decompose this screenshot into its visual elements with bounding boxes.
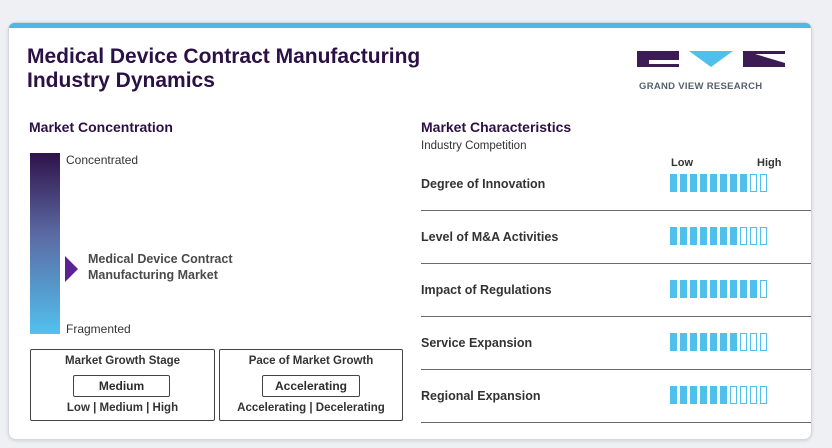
growth-stage-value: Medium — [73, 375, 170, 397]
page-title: Medical Device Contract Manufacturing In… — [27, 45, 420, 93]
row-divider — [421, 210, 811, 211]
row-divider — [421, 369, 811, 370]
rating-segment-filled — [690, 174, 697, 192]
rating-segment-filled — [690, 280, 697, 298]
rating-segment-filled — [680, 280, 687, 298]
rating-segment-filled — [740, 174, 747, 192]
rating-segment-filled — [700, 333, 707, 351]
rating-segment-empty — [760, 333, 767, 351]
market-position-label: Medical Device Contract Manufacturing Ma… — [88, 251, 288, 283]
rating-segment-filled — [710, 333, 717, 351]
rating-segment-filled — [700, 386, 707, 404]
concentrated-label: Concentrated — [66, 153, 139, 167]
rating-segment-empty — [740, 227, 747, 245]
rating-segment-filled — [670, 280, 677, 298]
characteristic-row: Service Expansion — [421, 317, 811, 370]
rating-bars — [670, 174, 770, 192]
rating-bars — [670, 280, 770, 298]
rating-segment-filled — [680, 333, 687, 351]
row-divider — [421, 316, 811, 317]
rating-bars — [670, 227, 770, 245]
concentration-gradient-bar — [30, 153, 60, 334]
pace-of-growth-box: Pace of Market Growth Accelerating Accel… — [219, 349, 403, 421]
rating-segment-empty — [750, 174, 757, 192]
rating-segment-filled — [730, 174, 737, 192]
rating-segment-empty — [760, 227, 767, 245]
rating-segment-filled — [700, 174, 707, 192]
characteristic-row: Impact of Regulations — [421, 264, 811, 317]
rating-segment-filled — [750, 280, 757, 298]
characteristic-row: Regional Expansion — [421, 370, 811, 423]
rating-segment-filled — [680, 227, 687, 245]
rating-segment-filled — [710, 386, 717, 404]
rating-segment-filled — [670, 333, 677, 351]
characteristic-label: Level of M&A Activities — [421, 230, 559, 244]
rating-segment-filled — [710, 280, 717, 298]
rating-segment-filled — [710, 174, 717, 192]
rating-segment-filled — [720, 386, 727, 404]
title-line-1: Medical Device Contract Manufacturing — [27, 45, 421, 68]
rating-segment-filled — [700, 227, 707, 245]
rating-segment-empty — [750, 386, 757, 404]
rating-segment-empty — [760, 280, 767, 298]
rating-segment-filled — [680, 386, 687, 404]
rating-segment-filled — [720, 227, 727, 245]
pace-value: Accelerating — [262, 375, 360, 397]
characteristic-label: Degree of Innovation — [421, 177, 546, 191]
industry-competition-subheading: Industry Competition — [421, 140, 527, 152]
rating-segment-filled — [730, 227, 737, 245]
rating-segment-filled — [720, 280, 727, 298]
rating-segment-filled — [730, 280, 737, 298]
rating-segment-filled — [670, 227, 677, 245]
rating-segment-filled — [690, 227, 697, 245]
pace-scale: Accelerating | Decelerating — [237, 402, 385, 414]
characteristic-row: Level of M&A Activities — [421, 211, 811, 264]
grand-view-research-logo — [637, 51, 785, 67]
rating-segment-empty — [750, 227, 757, 245]
rating-segment-filled — [670, 174, 677, 192]
rating-segment-filled — [720, 174, 727, 192]
rating-segment-filled — [690, 333, 697, 351]
row-divider — [421, 263, 811, 264]
rating-segment-empty — [750, 333, 757, 351]
row-divider — [421, 422, 811, 423]
growth-stage-title: Market Growth Stage — [64, 355, 181, 367]
market-label-line-1: Medical Device Contract — [88, 252, 233, 266]
rating-segment-empty — [740, 333, 747, 351]
rating-segment-empty — [760, 386, 767, 404]
rating-segment-filled — [710, 227, 717, 245]
rating-segment-filled — [720, 333, 727, 351]
rating-segment-empty — [740, 386, 747, 404]
market-label-line-2: Manufacturing Market — [88, 268, 218, 282]
market-growth-stage-box: Market Growth Stage Medium Low | Medium … — [30, 349, 215, 421]
rating-segment-filled — [740, 280, 747, 298]
pace-title: Pace of Market Growth — [248, 355, 374, 367]
rating-bars — [670, 386, 770, 404]
rating-segment-filled — [670, 386, 677, 404]
rating-segment-filled — [690, 386, 697, 404]
characteristic-label: Regional Expansion — [421, 389, 541, 403]
fragmented-label: Fragmented — [66, 322, 131, 336]
characteristic-label: Impact of Regulations — [421, 283, 552, 297]
rating-segment-filled — [700, 280, 707, 298]
title-line-2: Industry Dynamics — [27, 69, 215, 92]
industry-dynamics-card: Medical Device Contract Manufacturing In… — [8, 22, 812, 440]
scale-low-label: Low — [671, 157, 693, 169]
rating-segment-empty — [760, 174, 767, 192]
rating-segment-filled — [730, 333, 737, 351]
logo-text: GRAND VIEW RESEARCH — [639, 81, 763, 92]
card-top-accent — [9, 23, 811, 28]
market-concentration-heading: Market Concentration — [29, 119, 173, 135]
rating-segment-filled — [680, 174, 687, 192]
characteristic-row: Degree of Innovation — [421, 158, 811, 211]
growth-stage-scale: Low | Medium | High — [66, 402, 179, 414]
market-characteristics-heading: Market Characteristics — [421, 119, 572, 135]
market-position-marker-icon — [65, 256, 78, 282]
scale-high-label: High — [757, 157, 782, 169]
rating-bars — [670, 333, 770, 351]
rating-segment-empty — [730, 386, 737, 404]
characteristic-label: Service Expansion — [421, 336, 533, 350]
